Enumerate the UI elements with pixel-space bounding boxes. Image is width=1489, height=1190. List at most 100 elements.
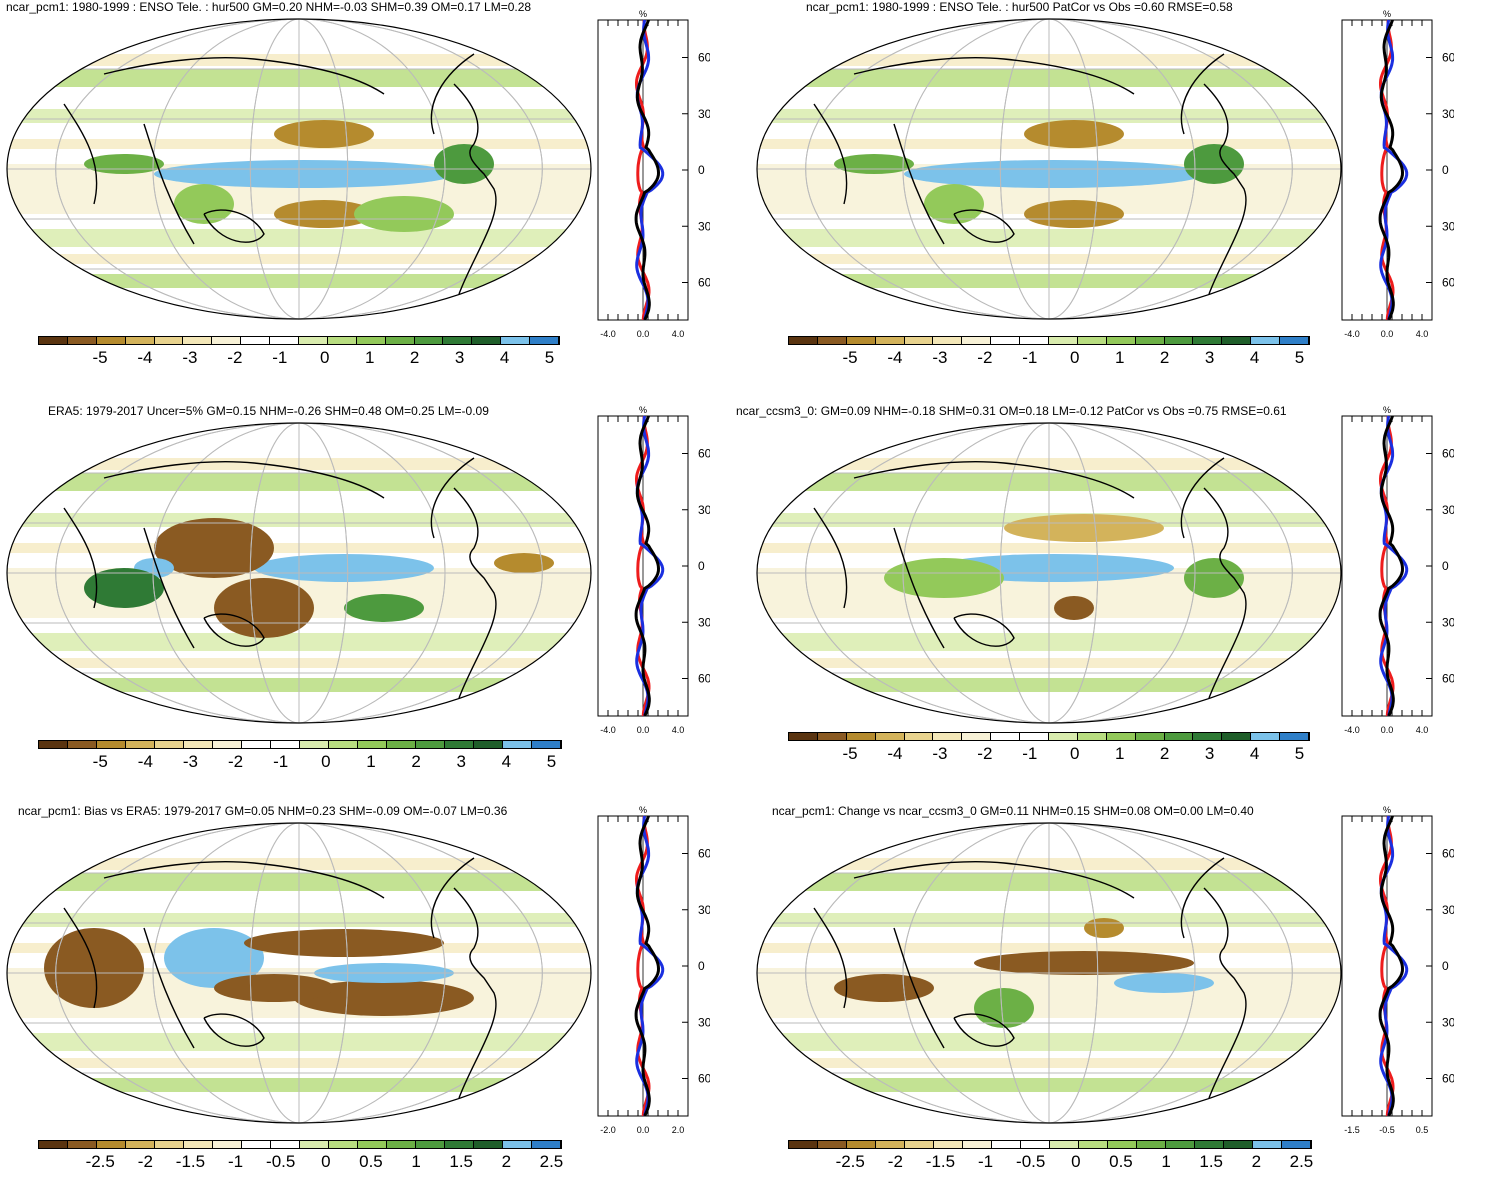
zonal-lat-label: 30S (1442, 219, 1454, 233)
world-map (756, 422, 1342, 724)
colorbar-label: 0.5 (359, 1152, 383, 1171)
colorbar-label: 2 (411, 752, 421, 771)
colorbar-label: 0 (321, 752, 331, 771)
colorbar-label: 2 (409, 348, 420, 367)
panel-title: ncar_pcm1: Change vs ncar_ccsm3_0 GM=0.1… (772, 804, 1254, 818)
colorbar-label: -2.5 (835, 1152, 865, 1171)
colorbar-label: 4 (1249, 744, 1260, 763)
world-map (6, 18, 592, 320)
colorbar-label: 3 (454, 348, 465, 367)
colorbar-label: -1 (228, 1152, 244, 1171)
panel-4: ncar_ccsm3_0: GM=0.09 NHM=-0.18 SHM=0.31… (736, 400, 1488, 790)
zonal-unit-label: % (639, 405, 647, 415)
colorbar-label: -1.5 (175, 1152, 206, 1171)
zonal-unit-label: % (639, 805, 647, 815)
zonal-xtick-label: 4.0 (672, 329, 685, 339)
zonal-curve (634, 19, 661, 321)
colorbar-label: 0 (320, 348, 330, 367)
colorbar: -5 -4 -3 -2 -1 0 1 2 3 4 5 (788, 336, 1310, 376)
zonal-xtick-label: -4.0 (600, 725, 616, 735)
colorbar-strip (788, 1140, 1312, 1149)
zonal-xtick-label: 4.0 (1416, 725, 1429, 735)
colorbar-label: 2 (1251, 1152, 1262, 1171)
colorbar-label: -3 (932, 348, 948, 367)
colorbar-label: 2.5 (539, 1152, 564, 1171)
colorbar-label: -1 (272, 348, 288, 367)
colorbar-label: -5 (92, 752, 108, 771)
panel-title: ncar_pcm1: 1980-1999 : ENSO Tele. : hur5… (6, 0, 532, 14)
colorbar-strip (788, 336, 1310, 345)
colorbar-label: 5 (1294, 744, 1305, 763)
zonal-mean-plot: % -1.5 -0.5 0.5 60N 30N 0 30S 60S (1341, 805, 1454, 1135)
zonal-lat-label: 30S (1442, 1015, 1454, 1029)
colorbar-strip (38, 740, 562, 749)
zonal-lat-label: 0 (698, 163, 705, 177)
colorbar-label: 1 (364, 348, 375, 367)
zonal-xtick-label: 0.0 (637, 1125, 650, 1135)
colorbar-label: 3 (456, 752, 466, 771)
zonal-lat-label: 0 (1442, 559, 1449, 573)
colorbar-label: 0 (1070, 348, 1080, 367)
colorbar-label: 1 (411, 1152, 421, 1171)
zonal-lat-label: 0 (1442, 959, 1449, 973)
zonal-curve (635, 19, 665, 321)
colorbar: -5 -4 -3 -2 -1 0 1 2 3 4 5 (38, 740, 562, 780)
zonal-lat-label: 60S (1442, 672, 1454, 686)
colorbar-label: 5 (544, 348, 555, 367)
colorbar-label: -4 (887, 744, 903, 763)
colorbar-label: -5 (842, 348, 858, 367)
colorbar: -2.5 -2 -1.5 -1 -0.5 0 0.5 1 1.5 2 2.5 (38, 1140, 564, 1180)
zonal-lat-label: 30S (698, 615, 710, 629)
colorbar-label: 1 (1161, 1152, 1171, 1171)
zonal-lat-label: 0 (698, 959, 705, 973)
zonal-lat-label: 60N (1442, 447, 1454, 461)
colorbar-label: -3 (182, 348, 198, 367)
zonal-unit-label: % (1383, 405, 1391, 415)
colorbar: -2.5 -2 -1.5 -1 -0.5 0 0.5 1 1.5 2 2.5 (788, 1140, 1314, 1180)
colorbar-label: 4 (1249, 348, 1260, 367)
panel-3: ERA5: 1979-2017 Uncer=5% GM=0.15 NHM=-0.… (0, 400, 744, 790)
zonal-lat-label: 60S (698, 1072, 710, 1086)
colorbar-label: -2 (228, 752, 244, 771)
panel-title: ERA5: 1979-2017 Uncer=5% GM=0.15 NHM=-0.… (48, 404, 489, 418)
world-map (756, 18, 1342, 320)
colorbar-label: 0.5 (1109, 1152, 1133, 1171)
zonal-curve (1379, 815, 1409, 1117)
zonal-xtick-label: -1.5 (1344, 1125, 1360, 1135)
zonal-xtick-label: 4.0 (672, 725, 685, 735)
colorbar-label: -0.5 (266, 1152, 296, 1171)
zonal-xtick-label: 0.0 (1381, 329, 1394, 339)
colorbar-label: 2.5 (1289, 1152, 1314, 1171)
zonal-unit-label: % (1383, 805, 1391, 815)
panel-title: ncar_pcm1: Bias vs ERA5: 1979-2017 GM=0.… (18, 804, 508, 818)
panel-5: ncar_pcm1: Bias vs ERA5: 1979-2017 GM=0.… (0, 800, 744, 1190)
colorbar-label: -5 (842, 744, 858, 763)
colorbar-label: 1.5 (1199, 1152, 1224, 1171)
colorbar-label: -2 (227, 348, 243, 367)
zonal-lat-label: 30S (698, 1015, 710, 1029)
panel-title: ncar_ccsm3_0: GM=0.09 NHM=-0.18 SHM=0.31… (736, 404, 1287, 418)
colorbar-label: -2 (977, 348, 993, 367)
zonal-curve (634, 815, 661, 1117)
zonal-curve (635, 815, 665, 1117)
zonal-lat-label: 30S (698, 219, 710, 233)
colorbar-label: -2.5 (85, 1152, 115, 1171)
zonal-lat-label: 30N (698, 903, 710, 917)
world-map (756, 822, 1342, 1124)
zonal-xtick-label: 0.0 (637, 329, 650, 339)
panel-1: ncar_pcm1: 1980-1999 : ENSO Tele. : hur5… (0, 0, 744, 390)
zonal-xtick-label: 2.0 (672, 1125, 685, 1135)
zonal-xtick-label: -0.5 (1379, 1125, 1395, 1135)
colorbar-label: -1 (1022, 348, 1038, 367)
zonal-xtick-label: -4.0 (600, 329, 616, 339)
zonal-curve (635, 415, 665, 717)
zonal-curve (1379, 415, 1409, 717)
zonal-lat-label: 0 (1442, 163, 1449, 177)
colorbar-label: 5 (1294, 348, 1305, 367)
colorbar-label: 1 (1114, 744, 1125, 763)
colorbar-label: 1 (1114, 348, 1125, 367)
zonal-lat-label: 60N (698, 847, 710, 861)
zonal-curve (634, 415, 661, 717)
world-map (6, 822, 592, 1124)
